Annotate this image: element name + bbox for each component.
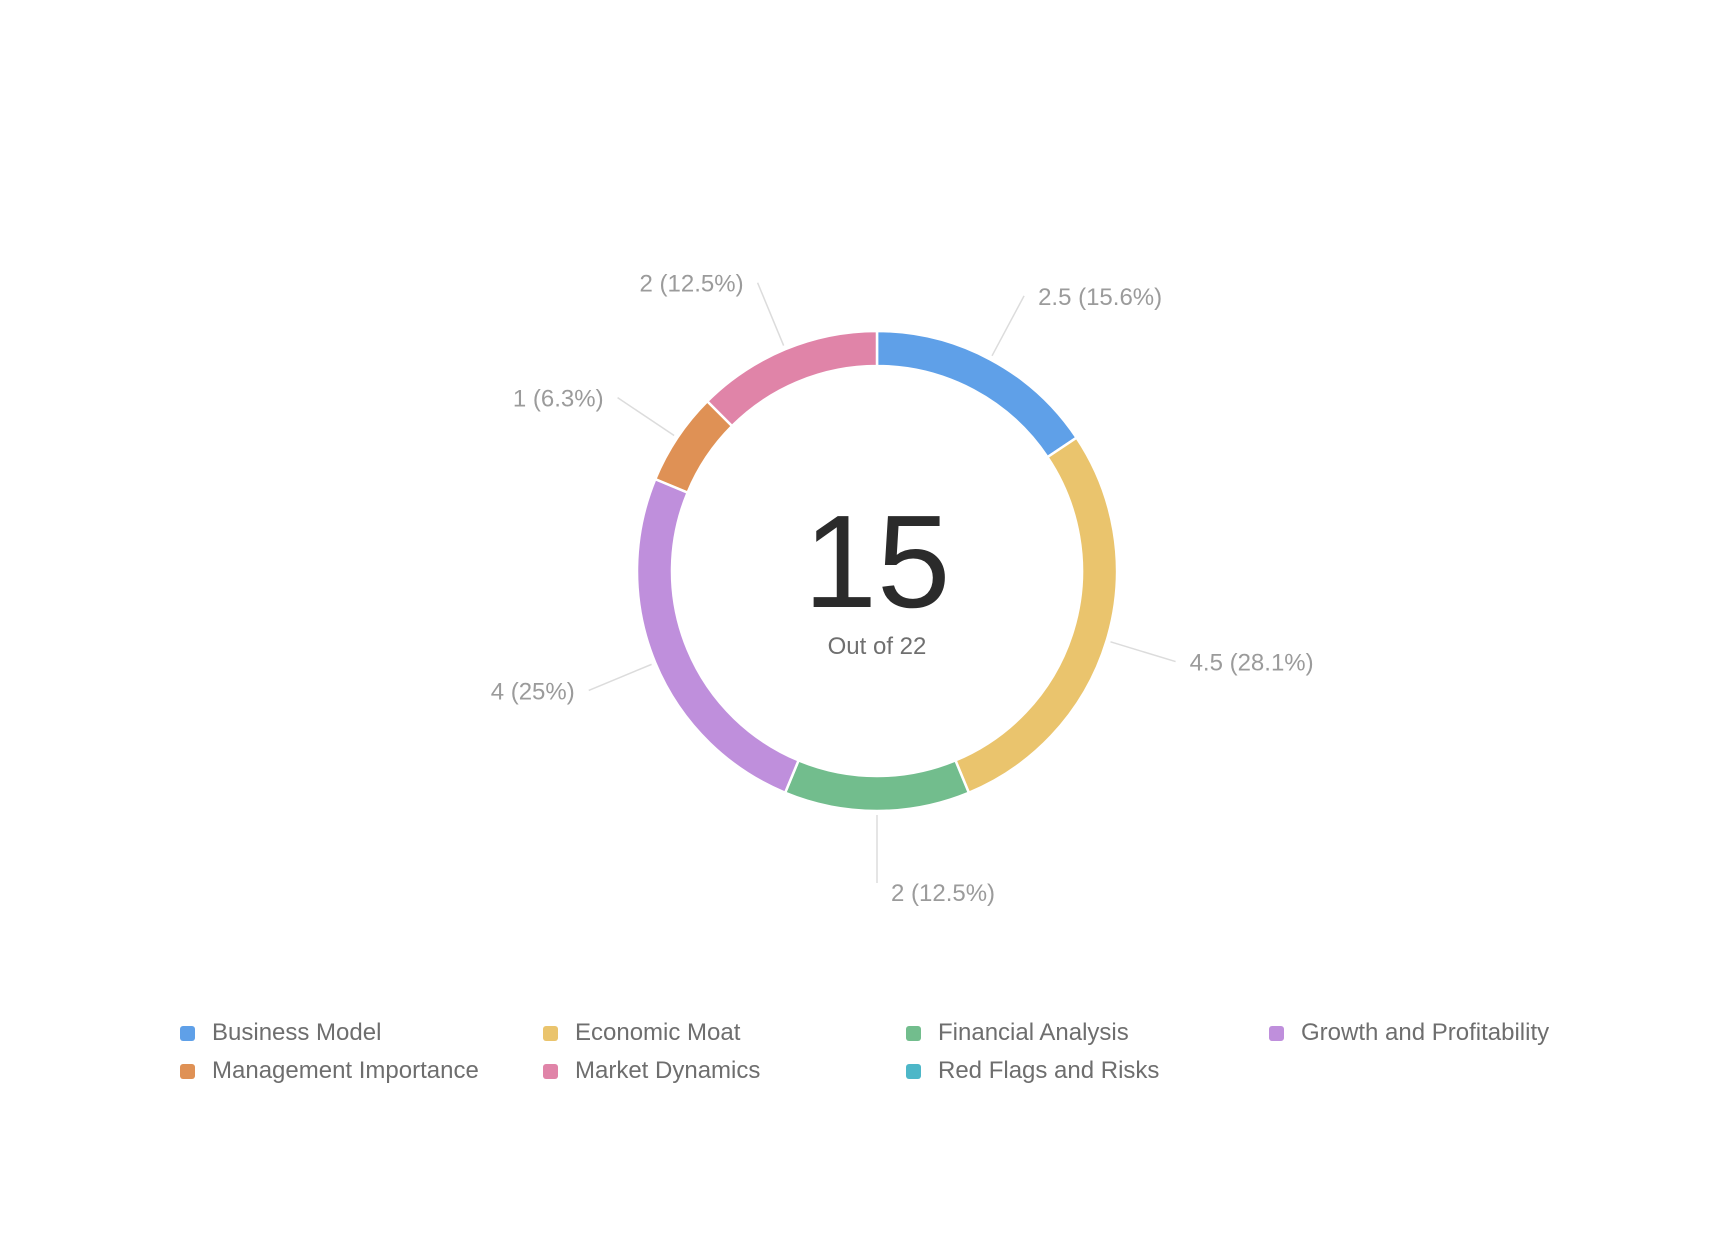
- legend-label: Management Importance: [212, 1057, 479, 1084]
- legend-swatch-growth-and-profitability: [1269, 1025, 1284, 1041]
- slice-label-business-model: 2.5 (15.6%): [1038, 284, 1162, 311]
- leader-line-economic-moat: [1110, 641, 1176, 663]
- legend-swatch-financial-analysis: [906, 1025, 921, 1041]
- legend-label: Economic Moat: [575, 1019, 741, 1046]
- slice-label-financial-analysis: 2 (12.5%): [891, 880, 995, 907]
- legend-swatch-management-importance: [180, 1063, 195, 1079]
- slice-labels: 2.5 (15.6%) 4.5 (28.1%) 2 (12.5%) 4 (25%) 1 …: [491, 271, 1314, 907]
- legend-item-business-model[interactable]: Business Model: [180, 1019, 543, 1046]
- slices-layer: [635, 329, 1119, 813]
- legend-item-growth-and-profitability[interactable]: Growth and Profitability: [1269, 1019, 1632, 1046]
- legend-label: Growth and Profitability: [1301, 1019, 1550, 1046]
- slice-market-dynamics[interactable]: [706, 329, 879, 428]
- slice-economic-moat[interactable]: [954, 436, 1119, 794]
- legend-item-economic-moat[interactable]: Economic Moat: [543, 1019, 906, 1046]
- slice-label-economic-moat: 4.5 (28.1%): [1190, 650, 1314, 677]
- legend-label: Financial Analysis: [938, 1019, 1129, 1046]
- leader-line-growth-and-profitability: [588, 663, 652, 692]
- center-score-value: 15: [804, 488, 951, 635]
- legend-swatch-economic-moat: [543, 1025, 558, 1041]
- slice-business-model[interactable]: [875, 329, 1078, 459]
- legend-swatch-red-flags-and-risks: [906, 1063, 921, 1079]
- legend-item-management-importance[interactable]: Management Importance: [180, 1057, 543, 1084]
- slice-growth-and-profitability[interactable]: [635, 477, 800, 794]
- leader-line-market-dynamics: [756, 282, 785, 346]
- legend-label: Business Model: [212, 1019, 382, 1046]
- chart-legend: Business Model Economic Moat Financial Ana…: [180, 1019, 1640, 1084]
- legend-label: Red Flags and Risks: [938, 1057, 1160, 1084]
- legend-item-red-flags-and-risks[interactable]: Red Flags and Risks: [906, 1057, 1269, 1084]
- leader-lines: [588, 282, 1176, 883]
- slice-label-growth-and-profitability: 4 (25%): [491, 678, 575, 705]
- legend-label: Market Dynamics: [575, 1057, 761, 1084]
- leader-line-business-model: [991, 295, 1025, 357]
- slice-financial-analysis[interactable]: [783, 759, 971, 813]
- slice-label-market-dynamics: 2 (12.5%): [640, 271, 744, 298]
- legend-swatch-business-model: [180, 1025, 195, 1041]
- center-score-subtitle: Out of 22: [828, 633, 927, 660]
- legend-item-market-dynamics[interactable]: Market Dynamics: [543, 1057, 906, 1084]
- legend-item-financial-analysis[interactable]: Financial Analysis: [906, 1019, 1269, 1046]
- leader-line-management-importance: [617, 397, 675, 437]
- legend-swatch-market-dynamics: [543, 1063, 558, 1079]
- slice-label-management-importance: 1 (6.3%): [513, 386, 604, 413]
